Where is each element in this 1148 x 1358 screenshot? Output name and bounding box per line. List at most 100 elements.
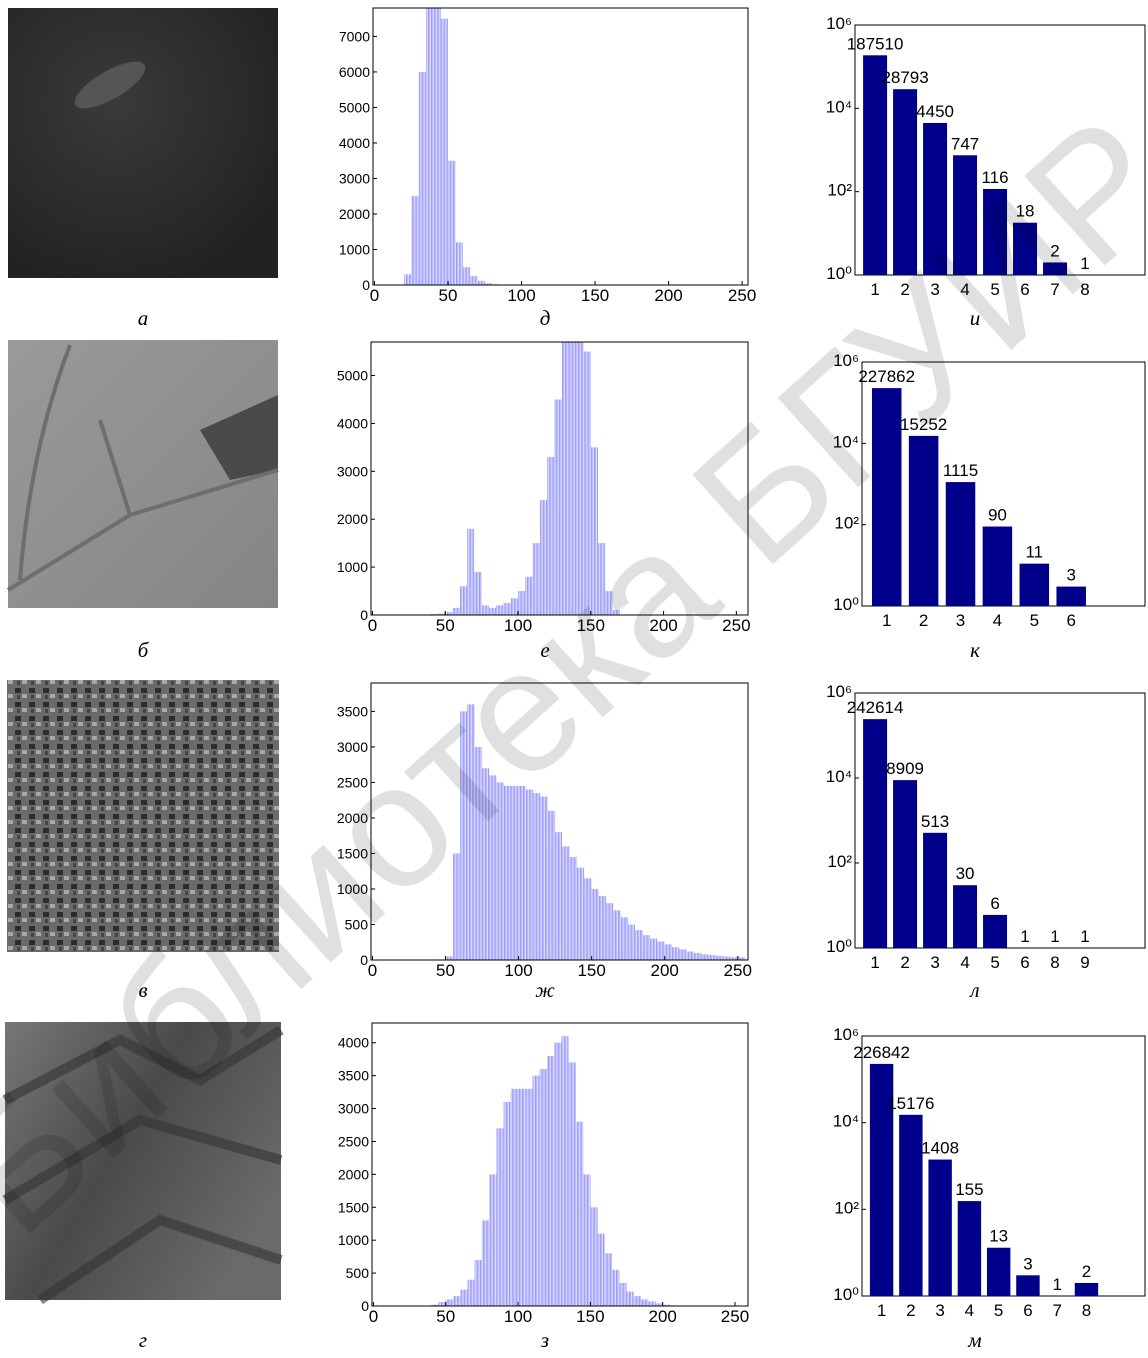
histogram-bar — [418, 71, 426, 285]
photo-a — [8, 8, 278, 278]
x-tick-label: 1 — [870, 953, 879, 972]
x-tick-label: 3 — [935, 1301, 944, 1320]
histogram-bar — [431, 1304, 439, 1306]
histogram-bar — [467, 1279, 475, 1306]
y-tick-label: 10² — [827, 181, 852, 200]
y-tick-label: 10⁴ — [826, 97, 852, 116]
caption: в — [138, 978, 147, 1002]
caption: м — [967, 1328, 981, 1352]
histogram-bar — [467, 704, 475, 960]
x-tick-label: 200 — [651, 961, 679, 980]
y-tick-label: 10² — [834, 514, 859, 533]
bar — [982, 526, 1013, 606]
caption: з — [540, 1328, 549, 1352]
x-tick-label: 0 — [368, 961, 377, 980]
x-tick-label: 1 — [882, 611, 891, 630]
y-tick-label: 10⁴ — [826, 767, 852, 786]
histogram-bar — [518, 1088, 526, 1306]
histogram-bar — [445, 1299, 453, 1306]
histogram-bar — [496, 1128, 504, 1306]
histogram-bar — [730, 957, 738, 960]
y-tick-label: 0 — [361, 1298, 369, 1314]
y-tick-label: 5000 — [339, 99, 370, 115]
histogram-bar — [648, 1301, 656, 1306]
bar — [928, 1159, 952, 1296]
histogram-bar — [460, 1289, 468, 1306]
x-tick-label: 2 — [900, 953, 909, 972]
bar — [986, 1247, 1011, 1296]
bar — [957, 1201, 982, 1296]
x-tick-label: 6 — [1020, 280, 1029, 299]
histogram-bar — [561, 342, 569, 615]
histogram-bar — [474, 746, 483, 960]
histogram-bars — [431, 1036, 678, 1306]
histogram-bar — [452, 607, 460, 615]
histogram-bar — [525, 789, 534, 960]
histogram-bar — [568, 342, 577, 615]
value-label: 30 — [956, 864, 975, 883]
histogram-bar — [583, 351, 591, 615]
histogram-bar — [482, 768, 490, 960]
plot-frame — [372, 7, 749, 286]
histogram-bar — [511, 785, 519, 960]
y-tick-label: 10⁶ — [826, 682, 852, 701]
y-tick-label: 500 — [345, 916, 369, 932]
histogram-bar — [503, 603, 511, 615]
y-tick-label: 1000 — [339, 241, 370, 257]
y-tick-label: 0 — [362, 277, 370, 293]
x-tick-label: 200 — [649, 616, 677, 635]
histogram-bar — [701, 954, 709, 960]
y-tick-label: 1500 — [338, 1199, 369, 1215]
histogram-bar — [411, 196, 419, 285]
histogram-bar — [474, 1259, 482, 1306]
histogram-bar — [518, 785, 526, 960]
histogram-bar — [481, 1220, 490, 1306]
histogram-bar — [575, 1121, 584, 1306]
bar — [1043, 262, 1068, 275]
value-label: 4450 — [916, 102, 954, 121]
value-label: 28793 — [881, 68, 928, 87]
histogram-bar — [540, 796, 548, 960]
y-tick-label: 1000 — [337, 559, 368, 575]
x-tick-label: 250 — [724, 961, 752, 980]
histogram-bar — [452, 853, 461, 960]
histogram-bar — [437, 613, 446, 615]
histogram-bar — [590, 1207, 598, 1306]
histogram-bars — [403, 8, 500, 285]
y-tick-label: 3000 — [339, 170, 370, 186]
y-tick-label: 10⁴ — [833, 432, 859, 451]
x-tick-label: 0 — [370, 286, 379, 305]
value-label: 3 — [1066, 566, 1075, 585]
bar — [893, 780, 918, 948]
value-label: 1408 — [921, 1139, 959, 1158]
x-tick-label: 2 — [900, 280, 909, 299]
y-tick-label: 10⁰ — [833, 1285, 859, 1304]
histogram-bar — [635, 930, 643, 960]
bar — [1016, 1275, 1040, 1296]
bar — [923, 122, 948, 275]
bar — [871, 388, 902, 606]
bar — [953, 155, 978, 275]
plot-frame — [370, 341, 749, 616]
histogram-bar — [612, 610, 620, 615]
histogram-bar — [619, 1282, 627, 1306]
value-label: 1115 — [943, 461, 978, 480]
x-tick-label: 100 — [504, 616, 532, 635]
y-tick-label: 2000 — [337, 810, 368, 826]
histogram-bar — [445, 956, 453, 960]
value-label: 116 — [981, 168, 1008, 187]
histogram-bar — [626, 1291, 634, 1306]
histogram-bar — [455, 242, 463, 285]
histogram-bar — [488, 607, 497, 615]
value-label: 1 — [1080, 927, 1089, 946]
x-tick-label: 7 — [1052, 1301, 1061, 1320]
histogram-bar — [403, 274, 412, 285]
value-label: 18 — [1016, 202, 1035, 221]
histogram-bar — [568, 1062, 576, 1306]
histogram-bar — [612, 1269, 620, 1306]
histogram-bar — [561, 1036, 569, 1306]
x-tick-label: 200 — [648, 1307, 676, 1326]
x-tick-label: 8 — [1080, 280, 1089, 299]
y-tick-label: 500 — [346, 1265, 370, 1281]
